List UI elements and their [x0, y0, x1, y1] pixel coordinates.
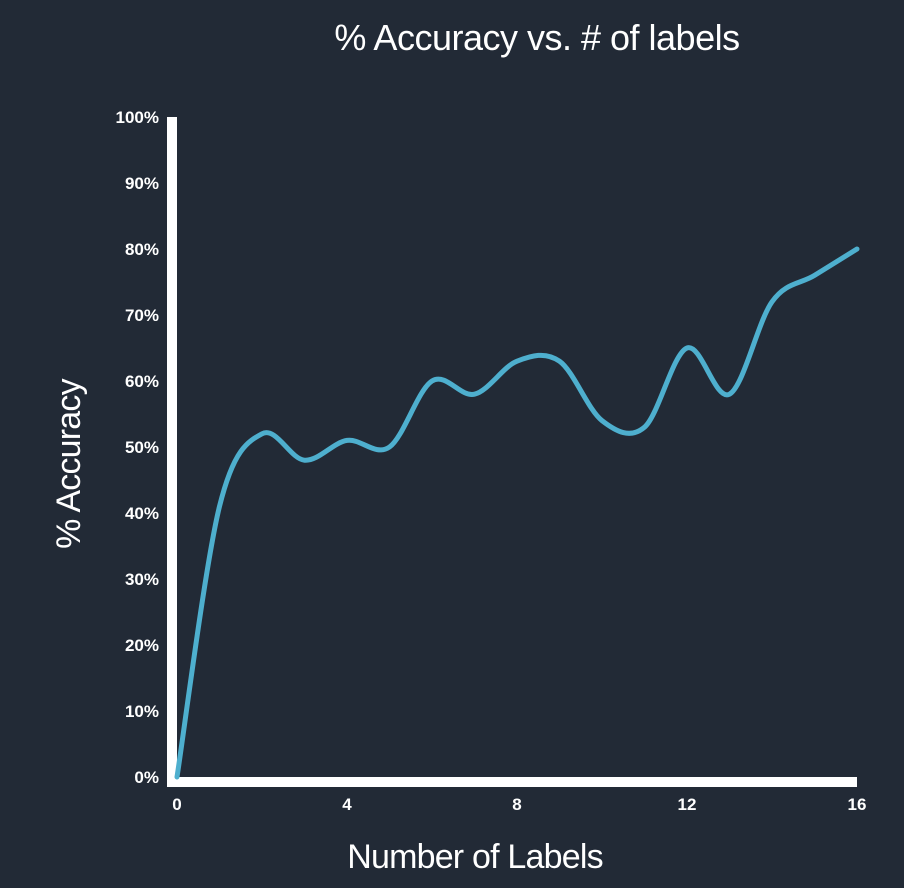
y-tick-label: 80%: [125, 240, 159, 259]
y-tick-label: 10%: [125, 702, 159, 721]
y-tick-label: 70%: [125, 306, 159, 325]
y-tick-label: 30%: [125, 570, 159, 589]
tick-labels: 0% 10% 20% 30% 40% 50% 60% 70% 80% 90% 100% 0 4 8 12 16: [116, 108, 867, 814]
y-tick-label: 40%: [125, 504, 159, 523]
x-tick-label: 12: [678, 795, 697, 814]
series: [174, 246, 860, 780]
y-axis-line: [167, 117, 177, 787]
y-tick-label: 60%: [125, 372, 159, 391]
x-tick-label: 4: [342, 795, 352, 814]
x-tick-label: 0: [172, 795, 181, 814]
y-axis-title: % Accuracy: [50, 378, 88, 548]
chart-title: % Accuracy vs. # of labels: [334, 17, 739, 58]
x-tick-label: 8: [512, 795, 521, 814]
y-tick-label: 0%: [134, 768, 159, 787]
y-tick-label: 20%: [125, 636, 159, 655]
accuracy-line: [174, 246, 860, 780]
y-tick-label: 50%: [125, 438, 159, 457]
axes: [167, 117, 857, 787]
x-tick-label: 16: [848, 795, 867, 814]
y-tick-label: 90%: [125, 174, 159, 193]
x-axis-title: Number of Labels: [347, 838, 603, 876]
y-tick-label: 100%: [116, 108, 159, 127]
x-axis-line: [167, 777, 857, 787]
